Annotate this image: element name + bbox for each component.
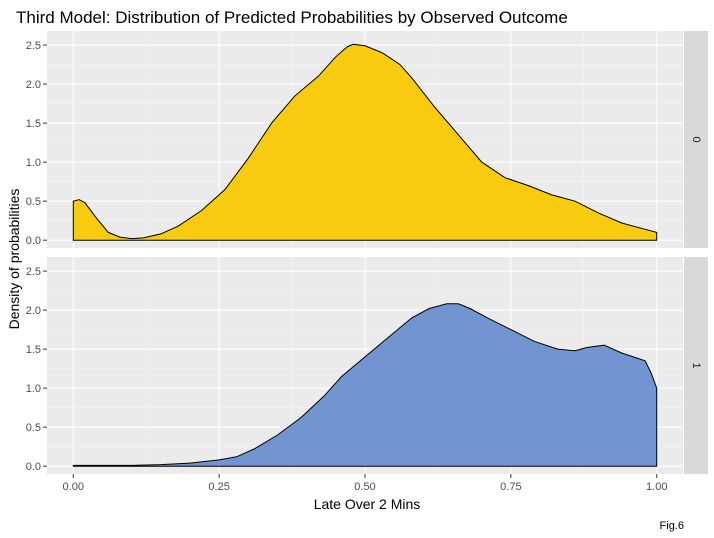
- density-area-outcome-0: [72, 43, 658, 241]
- y-tick-label: 2.0: [26, 79, 41, 91]
- y-tick-label: 2.5: [26, 266, 41, 278]
- y-axis-ticks-panel-1: 0.0 0.5 1.0 1.5 2.0 2.5: [26, 266, 47, 473]
- facet-strip-1: [684, 257, 708, 474]
- figure-caption: Fig.6: [660, 520, 684, 532]
- y-tick-label: 0.5: [26, 422, 41, 434]
- x-axis-title: Late Over 2 Mins: [314, 496, 421, 512]
- y-tick-label: 2.5: [26, 40, 41, 52]
- density-area-outcome-1: [72, 303, 658, 467]
- y-axis-title: Density of probabilities: [6, 189, 22, 330]
- x-tick-label: 0.25: [208, 481, 229, 493]
- facet-strip-0: [684, 31, 708, 248]
- y-tick-label: 0.0: [26, 235, 41, 247]
- x-tick-label: 1.00: [646, 481, 667, 493]
- facet-strip-label-0: 0: [690, 136, 702, 142]
- x-tick-label: 0.75: [500, 481, 521, 493]
- x-axis-ticks: 0.00 0.25 0.50 0.75 1.00: [63, 474, 667, 493]
- y-tick-label: 2.0: [26, 305, 41, 317]
- y-tick-label: 1.5: [26, 118, 41, 130]
- y-tick-label: 1.5: [26, 344, 41, 356]
- facet-strip-label-1: 1: [690, 362, 702, 368]
- y-axis-ticks-panel-0: 0.0 0.5 1.0 1.5 2.0 2.5: [26, 40, 47, 247]
- chart-title: Third Model: Distribution of Predicted P…: [16, 8, 568, 27]
- x-tick-label: 0.50: [354, 481, 375, 493]
- facet-panel-0: 0 0.0 0.5 1.0 1.5 2.0 2.5: [26, 31, 708, 248]
- x-tick-label: 0.00: [63, 481, 84, 493]
- y-tick-label: 0.5: [26, 196, 41, 208]
- y-tick-label: 1.0: [26, 383, 41, 395]
- y-tick-label: 1.0: [26, 157, 41, 169]
- facet-panel-1: 1 0.0 0.5 1.0 1.5 2.0 2.5: [26, 257, 708, 474]
- y-tick-label: 0.0: [26, 461, 41, 473]
